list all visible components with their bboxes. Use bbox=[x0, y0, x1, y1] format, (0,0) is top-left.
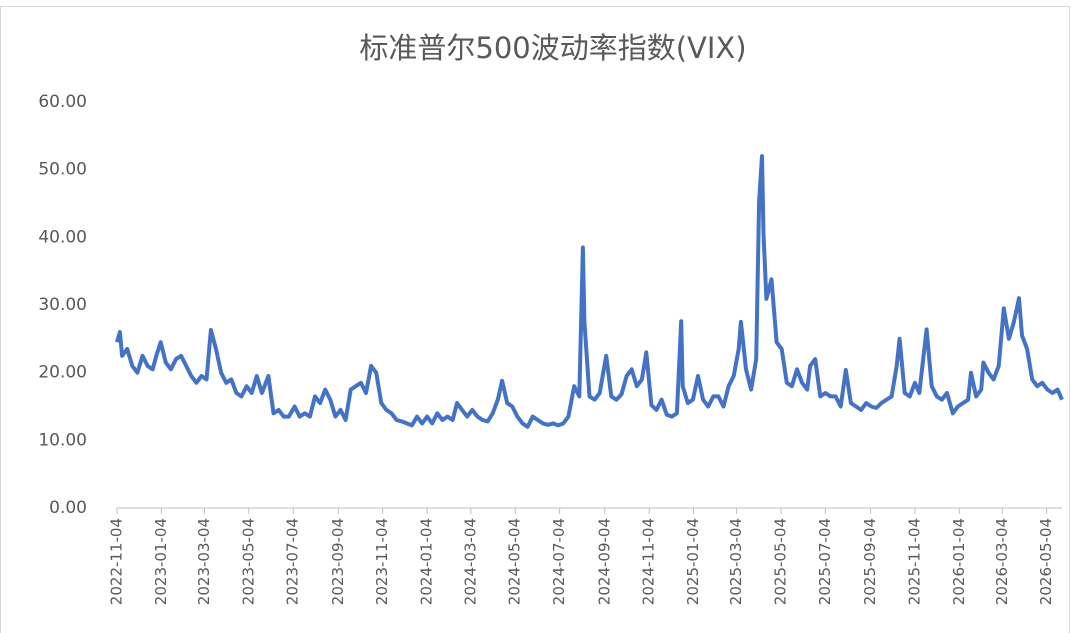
x-tick-label: 2026-03-04 bbox=[993, 518, 1011, 605]
x-tick-label: 2023-01-04 bbox=[152, 518, 170, 605]
y-tick-label: 30.00 bbox=[38, 295, 87, 315]
x-tick-label: 2024-07-04 bbox=[550, 518, 568, 605]
x-tick-label: 2025-05-04 bbox=[771, 518, 789, 605]
x-tick-label: 2023-09-04 bbox=[329, 518, 347, 605]
x-tick-label: 2024-05-04 bbox=[506, 518, 524, 605]
x-tick-label: 2026-05-04 bbox=[1037, 518, 1055, 605]
y-tick-label: 0.00 bbox=[49, 498, 87, 518]
x-tick-label: 2024-01-04 bbox=[418, 518, 436, 605]
x-tick-label: 2023-07-04 bbox=[284, 518, 302, 605]
x-tick-label: 2024-03-04 bbox=[461, 518, 479, 605]
x-tick-label: 2025-09-04 bbox=[861, 518, 879, 605]
y-tick-label: 20.00 bbox=[38, 363, 87, 383]
y-tick-label: 40.00 bbox=[38, 227, 87, 247]
x-tick-label: 2023-03-04 bbox=[195, 518, 213, 605]
x-tick-label: 2023-05-04 bbox=[239, 518, 257, 605]
y-tick-label: 60.00 bbox=[38, 92, 87, 112]
y-tick-label: 10.00 bbox=[38, 430, 87, 450]
x-tick-label: 2024-11-04 bbox=[640, 518, 658, 605]
x-tick-label: 2023-11-04 bbox=[373, 518, 391, 605]
x-tick-label: 2026-01-04 bbox=[950, 518, 968, 605]
x-tick-label: 2024-09-04 bbox=[595, 518, 613, 605]
x-tick-label: 2025-01-04 bbox=[684, 518, 702, 605]
chart-border bbox=[0, 6, 1070, 633]
x-tick-label: 2025-03-04 bbox=[727, 518, 745, 605]
x-tick-label: 2022-11-04 bbox=[108, 518, 126, 605]
x-tick-label: 2025-07-04 bbox=[816, 518, 834, 605]
y-tick-label: 50.00 bbox=[38, 160, 87, 180]
x-tick-label: 2025-11-04 bbox=[905, 518, 923, 605]
chart-title: 标准普尔500波动率指数(VIX) bbox=[359, 31, 746, 65]
vix-line bbox=[115, 154, 1064, 429]
